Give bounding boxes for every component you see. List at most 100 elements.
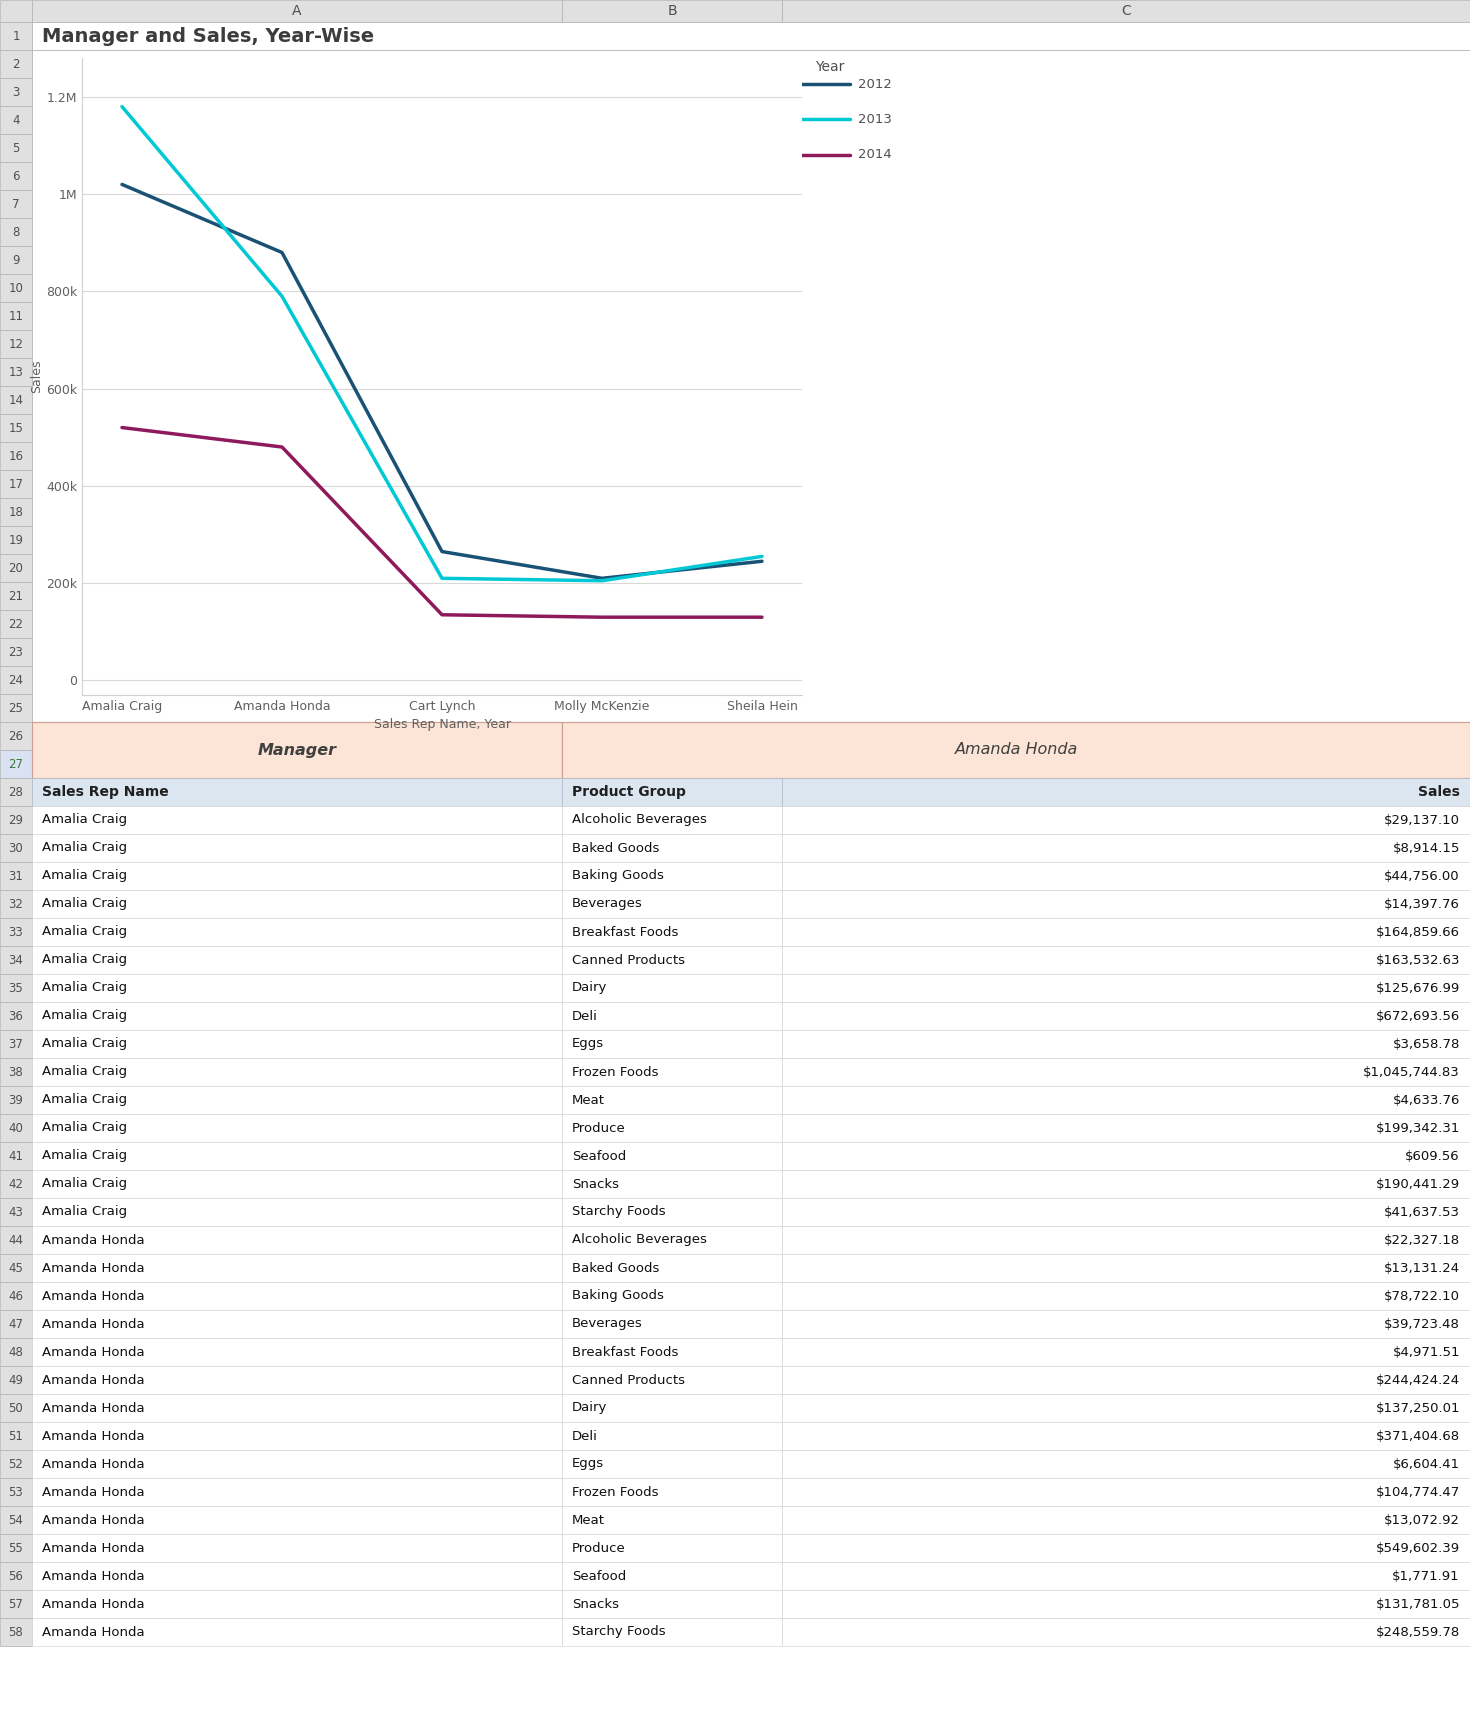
Text: Amalia Craig: Amalia Craig [43, 1177, 126, 1191]
Text: 34: 34 [9, 953, 24, 967]
Text: Amanda Honda: Amanda Honda [43, 1542, 144, 1554]
Text: 9: 9 [12, 253, 19, 267]
Text: Amanda Honda: Amanda Honda [954, 743, 1078, 758]
Bar [32, 918, 562, 946]
Bar [32, 862, 562, 891]
Text: 35: 35 [9, 982, 24, 994]
Bar [782, 973, 1470, 1003]
Text: 13: 13 [9, 365, 24, 379]
Bar [0, 610, 32, 638]
Text: Deli: Deli [572, 1430, 598, 1442]
Bar [0, 1115, 32, 1142]
Bar [782, 918, 1470, 946]
Text: Amanda Honda: Amanda Honda [43, 1570, 144, 1582]
Text: Eggs: Eggs [572, 1458, 604, 1470]
Bar [32, 1058, 562, 1085]
Bar [562, 779, 782, 806]
Text: 24: 24 [9, 674, 24, 686]
Bar [0, 1339, 32, 1366]
Bar [32, 1506, 562, 1533]
Text: 20: 20 [9, 562, 24, 574]
Text: Snacks: Snacks [572, 1177, 619, 1191]
Text: 43: 43 [9, 1206, 24, 1218]
Text: Sales Rep Name: Sales Rep Name [43, 786, 169, 799]
Text: Meat: Meat [572, 1513, 606, 1527]
Text: Amalia Craig: Amalia Craig [43, 1010, 126, 1022]
Bar [0, 582, 32, 610]
Bar [0, 1563, 32, 1590]
Text: 29: 29 [9, 813, 24, 827]
Bar [0, 470, 32, 498]
Bar [0, 1309, 32, 1339]
Text: 19: 19 [9, 534, 24, 546]
Text: Produce: Produce [572, 1542, 626, 1554]
Bar [32, 1533, 562, 1563]
Text: $190,441.29: $190,441.29 [1376, 1177, 1460, 1191]
Bar [562, 1227, 782, 1254]
Bar [0, 1085, 32, 1115]
Text: $1,045,744.83: $1,045,744.83 [1363, 1065, 1460, 1079]
Bar [0, 0, 32, 22]
Bar [562, 806, 782, 834]
Bar [0, 22, 32, 50]
Text: Amalia Craig: Amalia Craig [43, 898, 126, 910]
Bar [32, 1309, 562, 1339]
Text: 5: 5 [12, 141, 19, 155]
Bar [0, 555, 32, 582]
Text: 7: 7 [12, 198, 19, 210]
Text: 1: 1 [12, 29, 19, 43]
Bar [562, 1590, 782, 1618]
Text: Amanda Honda: Amanda Honda [43, 1625, 144, 1639]
Bar [0, 918, 32, 946]
Bar [562, 1421, 782, 1451]
Bar [782, 1254, 1470, 1282]
Bar [32, 779, 562, 806]
Text: Amalia Craig: Amalia Craig [43, 841, 126, 855]
Text: $244,424.24: $244,424.24 [1376, 1373, 1460, 1387]
Text: Breakfast Foods: Breakfast Foods [572, 1346, 678, 1358]
Text: Amanda Honda: Amanda Honda [43, 1430, 144, 1442]
Text: 58: 58 [9, 1625, 24, 1639]
Bar [0, 1533, 32, 1563]
Text: Amalia Craig: Amalia Craig [43, 813, 126, 827]
X-axis label: Sales Rep Name, Year: Sales Rep Name, Year [373, 718, 510, 732]
Bar [0, 750, 32, 779]
Text: 30: 30 [9, 841, 24, 855]
Text: Alcoholic Beverages: Alcoholic Beverages [572, 813, 707, 827]
Text: B: B [667, 3, 676, 17]
Bar [0, 162, 32, 190]
Text: Amanda Honda: Amanda Honda [43, 1318, 144, 1330]
Text: Beverages: Beverages [572, 1318, 642, 1330]
Bar [562, 1451, 782, 1478]
Bar [782, 1197, 1470, 1227]
Bar [562, 1058, 782, 1085]
Text: $163,532.63: $163,532.63 [1376, 953, 1460, 967]
Text: Starchy Foods: Starchy Foods [572, 1625, 666, 1639]
Bar [0, 1366, 32, 1394]
Text: Amanda Honda: Amanda Honda [43, 1373, 144, 1387]
Text: $549,602.39: $549,602.39 [1376, 1542, 1460, 1554]
Text: Seafood: Seafood [572, 1149, 626, 1163]
Text: $3,658.78: $3,658.78 [1392, 1037, 1460, 1051]
Bar [0, 358, 32, 386]
Text: $371,404.68: $371,404.68 [1376, 1430, 1460, 1442]
Text: Breakfast Foods: Breakfast Foods [572, 925, 678, 939]
Text: 39: 39 [9, 1094, 24, 1106]
Text: Amanda Honda: Amanda Honda [43, 1458, 144, 1470]
Text: Canned Products: Canned Products [572, 1373, 685, 1387]
Bar [0, 973, 32, 1003]
Bar [562, 862, 782, 891]
Text: $199,342.31: $199,342.31 [1376, 1122, 1460, 1134]
Bar [32, 946, 562, 973]
Text: 54: 54 [9, 1513, 24, 1527]
Text: $248,559.78: $248,559.78 [1376, 1625, 1460, 1639]
Text: 33: 33 [9, 925, 24, 939]
Text: Produce: Produce [572, 1122, 626, 1134]
Text: 51: 51 [9, 1430, 24, 1442]
Bar [0, 694, 32, 722]
Text: Canned Products: Canned Products [572, 953, 685, 967]
Bar [782, 891, 1470, 918]
Bar [0, 274, 32, 302]
Text: $672,693.56: $672,693.56 [1376, 1010, 1460, 1022]
Bar [0, 1197, 32, 1227]
